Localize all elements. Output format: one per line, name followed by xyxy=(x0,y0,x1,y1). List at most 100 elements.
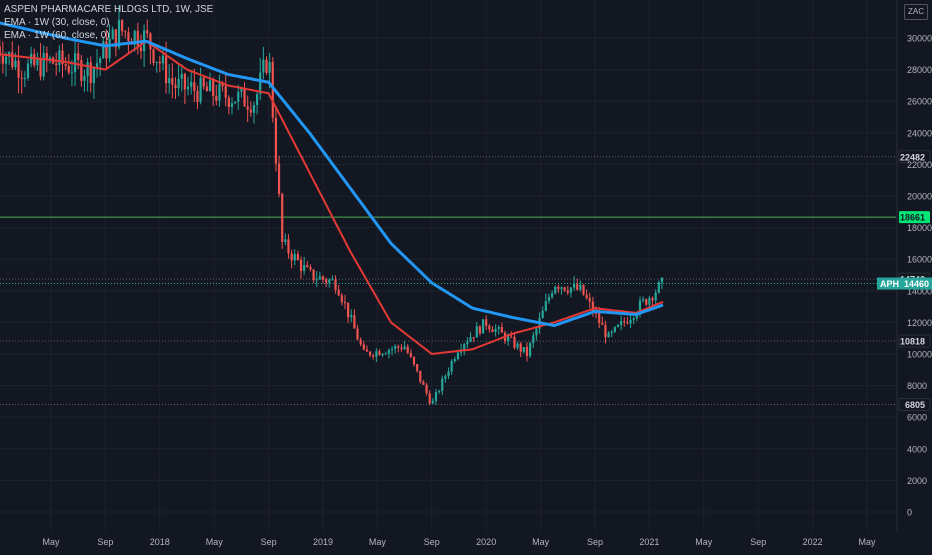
candle-body xyxy=(111,29,114,40)
candle-body xyxy=(620,321,623,325)
candle-body xyxy=(616,324,620,327)
ema30-legend[interactable]: EMA · 1W (30, close, 0) xyxy=(4,17,110,28)
candle-body xyxy=(337,289,340,296)
candle-body xyxy=(146,30,149,34)
candle-body xyxy=(642,299,645,301)
candle-body xyxy=(240,88,243,92)
x-tick-label: Sep xyxy=(750,537,766,547)
candle-body xyxy=(406,346,409,353)
candle-body xyxy=(186,86,190,90)
candle-body xyxy=(83,76,86,81)
candle-body xyxy=(629,319,632,324)
candle-body xyxy=(347,302,350,318)
candle-body xyxy=(227,97,230,108)
candle-body xyxy=(372,355,375,357)
candle-body xyxy=(481,319,485,334)
candle-body xyxy=(321,276,325,280)
candle-body xyxy=(350,315,353,318)
candle-body xyxy=(183,73,187,90)
candle-body xyxy=(196,90,199,102)
candle-body xyxy=(265,59,268,73)
candle-body xyxy=(17,60,20,78)
candle-body xyxy=(513,336,516,348)
candle-body xyxy=(566,290,569,293)
candle-body xyxy=(651,298,654,301)
candle-body xyxy=(268,62,271,73)
candle-body xyxy=(174,84,177,89)
candle-body xyxy=(205,86,208,92)
candle-body xyxy=(491,329,494,333)
candle-body xyxy=(466,341,469,345)
candle-body xyxy=(234,101,237,104)
candle-body xyxy=(463,344,466,350)
candle-body xyxy=(588,298,591,302)
candle-body xyxy=(312,269,315,281)
candle-body xyxy=(287,239,290,254)
candle-body xyxy=(86,62,89,77)
candle-body xyxy=(124,31,127,33)
candle-body xyxy=(654,292,657,301)
y-tick-label: 20000 xyxy=(907,192,932,202)
currency-badge[interactable]: ZAC xyxy=(904,4,928,20)
y-tick-label: 24000 xyxy=(907,128,932,138)
level-label: 10818 xyxy=(900,337,925,347)
x-tick-label: May xyxy=(42,537,60,547)
candle-body xyxy=(221,83,224,87)
symbol-title[interactable]: ASPEN PHARMACARE HLDGS LTD, 1W, JSE xyxy=(4,4,214,15)
candle-body xyxy=(23,77,26,79)
x-tick-label: May xyxy=(532,537,550,547)
candle-body xyxy=(563,287,566,291)
y-tick-label: 4000 xyxy=(907,444,927,454)
ema-lines xyxy=(0,21,664,355)
candle-body xyxy=(645,299,648,305)
candle-body xyxy=(648,298,651,305)
candle-body xyxy=(243,88,246,107)
level-tag xyxy=(898,150,931,164)
x-tick-label: Sep xyxy=(97,537,113,547)
candle-body xyxy=(133,30,136,45)
candle-body xyxy=(525,347,529,356)
candle-body xyxy=(554,286,557,294)
candle-body xyxy=(456,352,460,360)
x-tick-label: May xyxy=(858,537,876,547)
candle-body xyxy=(598,313,601,324)
candle-body xyxy=(582,284,585,295)
candle-body xyxy=(532,335,535,344)
y-tick-label: 0 xyxy=(907,508,912,518)
candle-body xyxy=(77,53,80,61)
candle-body xyxy=(318,276,321,280)
x-tick-label: Sep xyxy=(424,537,440,547)
level-label: 22482 xyxy=(900,152,925,162)
candle-body xyxy=(635,313,638,319)
level-tag xyxy=(898,397,931,411)
y-tick-label: 8000 xyxy=(907,381,927,391)
candle-body xyxy=(356,328,359,340)
ema30-line xyxy=(0,40,664,355)
candle-body xyxy=(284,239,287,242)
candle-body xyxy=(368,351,372,356)
candle-body xyxy=(309,267,312,270)
price-markers: APH 14460 xyxy=(0,277,932,290)
candle-body xyxy=(95,63,99,69)
candle-body xyxy=(394,346,397,349)
candle-body xyxy=(353,315,356,329)
candle-body xyxy=(610,331,613,333)
candle-body xyxy=(117,20,121,48)
candle-body xyxy=(315,279,318,281)
candle-body xyxy=(660,277,664,283)
x-tick-label: Sep xyxy=(261,537,277,547)
ema60-line xyxy=(0,21,664,328)
candle-body xyxy=(579,284,582,290)
candle-body xyxy=(208,80,212,92)
candles xyxy=(0,5,664,406)
x-tick-label: May xyxy=(695,537,713,547)
candle-body xyxy=(516,343,519,348)
candle-body xyxy=(472,337,475,339)
candle-body xyxy=(365,349,369,352)
ema60-legend[interactable]: EMA · 1W (60, close, 0) xyxy=(4,30,110,41)
y-tick-label: 12000 xyxy=(907,318,932,328)
candle-body xyxy=(409,352,412,357)
candle-body xyxy=(475,326,478,338)
candle-body xyxy=(139,47,143,52)
